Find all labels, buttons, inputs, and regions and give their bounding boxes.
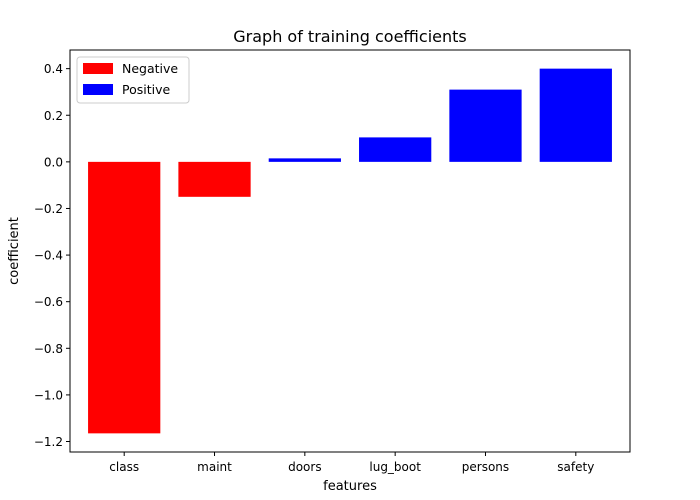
bar-safety: [539, 68, 612, 162]
y-tick-label: −0.8: [34, 342, 63, 356]
bar-persons: [449, 89, 522, 162]
x-tick-label: safety: [557, 460, 594, 474]
legend: Negative Positive: [76, 56, 190, 104]
chart-title: Graph of training coefficients: [233, 27, 466, 46]
bar-class: [88, 161, 161, 434]
legend-swatch-negative: [83, 63, 113, 74]
plot-frame: [69, 49, 631, 453]
x-tick-label: persons: [462, 460, 509, 474]
bars-group: [88, 68, 612, 434]
y-tick-label: −0.4: [34, 249, 63, 263]
y-tick-label: −1.0: [34, 388, 63, 402]
y-tick-label: 0.0: [44, 155, 63, 169]
y-tick-label: −0.2: [34, 202, 63, 216]
y-tick-label: 0.2: [44, 109, 63, 123]
bar-lug_boot: [359, 137, 432, 162]
x-axis-label: features: [323, 479, 377, 494]
legend-label-positive: Positive: [122, 82, 170, 97]
x-tick-label: lug_boot: [369, 460, 421, 474]
x-axis: class maint doors lug_boot persons safety: [109, 452, 594, 474]
y-tick-label: 0.4: [44, 62, 63, 76]
y-tick-label: −0.6: [34, 295, 63, 309]
y-axis-label: coefficient: [7, 217, 22, 285]
legend-swatch-positive: [83, 84, 113, 95]
bar-maint: [178, 161, 251, 197]
y-tick-label: −1.2: [34, 435, 63, 449]
legend-label-negative: Negative: [122, 61, 178, 76]
bar-doors: [268, 158, 341, 162]
y-axis: −1.2 −1.0 −0.8 −0.6 −0.4 −0.2 0.0 0.2 0.4: [34, 62, 70, 449]
x-tick-label: class: [109, 460, 139, 474]
x-tick-label: maint: [197, 460, 232, 474]
x-tick-label: doors: [288, 460, 322, 474]
